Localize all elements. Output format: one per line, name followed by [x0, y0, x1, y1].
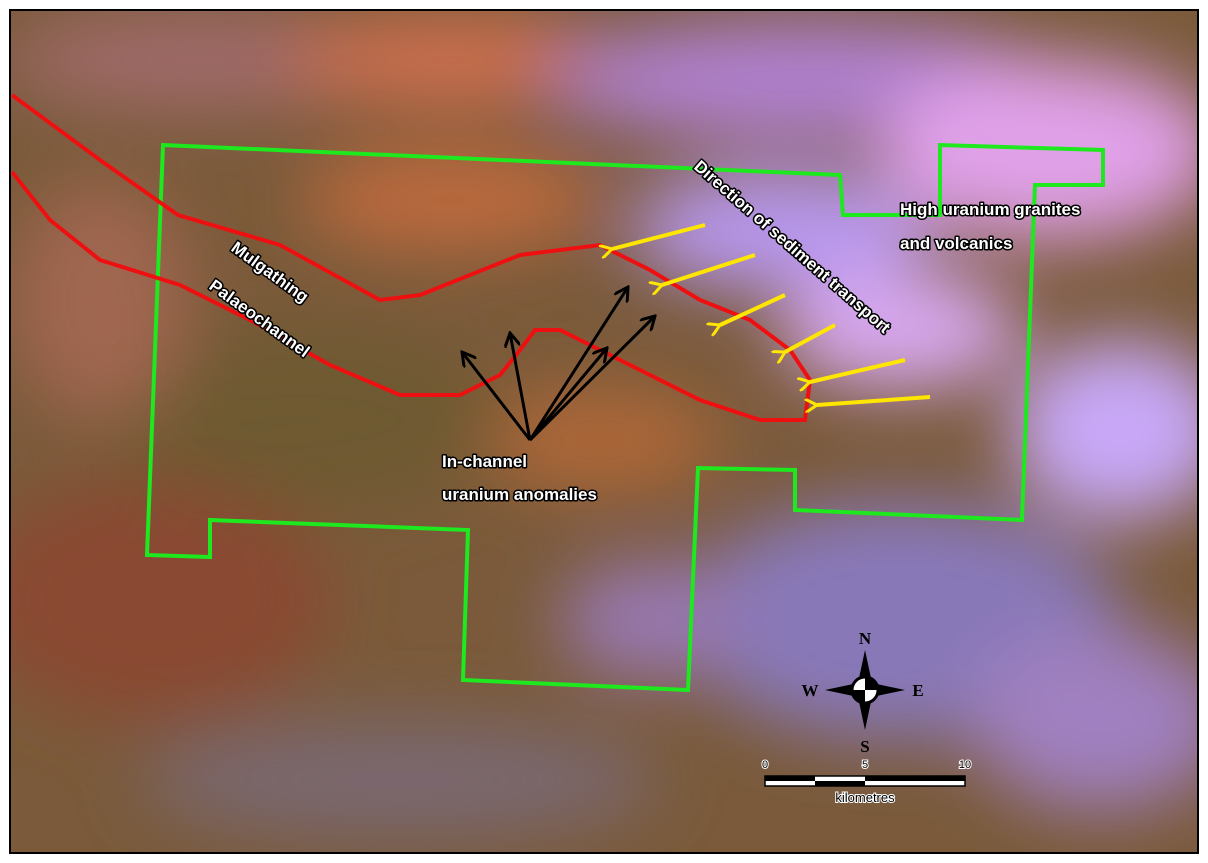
scale-bar: 0 5 10 kilometres: [761, 758, 972, 806]
scale-label: 5: [862, 759, 868, 771]
imagery: [10, 10, 1198, 853]
palaeochannel-edge: [10, 93, 813, 422]
scale-label: 10: [959, 759, 971, 771]
arrow: [720, 293, 786, 325]
label: In-channel: [442, 452, 527, 471]
scale-unit: kilometres: [835, 790, 895, 805]
label: High uranium granites: [900, 200, 1080, 219]
sediment-arrows: [612, 223, 931, 405]
compass: N E S W: [802, 629, 924, 756]
compass-label: N: [859, 629, 872, 648]
arrow: [528, 287, 628, 441]
arrow: [510, 333, 532, 441]
tenement-boundary: [144, 142, 1105, 693]
scale-label: 0: [762, 759, 768, 771]
frame: [9, 9, 1199, 854]
compass-label: W: [802, 681, 819, 700]
compass-label: E: [912, 681, 923, 700]
arrow: [662, 253, 756, 285]
arrow: [612, 223, 706, 249]
arrow: [462, 352, 532, 441]
label: uranium anomalies: [442, 485, 597, 504]
compass-label: S: [860, 737, 869, 756]
label: and volcanics: [900, 234, 1012, 253]
anomaly-arrows: [462, 287, 655, 442]
arrow: [785, 323, 836, 352]
arrow: [528, 348, 607, 441]
arrow: [817, 395, 931, 405]
arrow: [810, 358, 906, 382]
arrow: [528, 316, 655, 442]
